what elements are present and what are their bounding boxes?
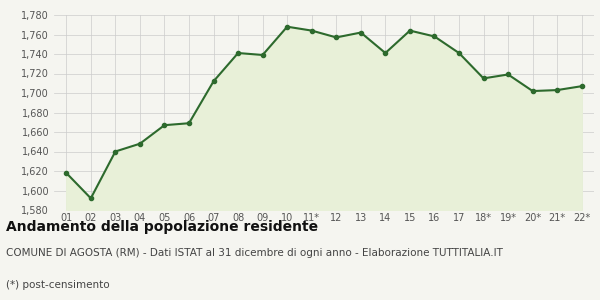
Text: COMUNE DI AGOSTA (RM) - Dati ISTAT al 31 dicembre di ogni anno - Elaborazione TU: COMUNE DI AGOSTA (RM) - Dati ISTAT al 31… [6,248,503,257]
Text: (*) post-censimento: (*) post-censimento [6,280,110,290]
Text: Andamento della popolazione residente: Andamento della popolazione residente [6,220,318,235]
